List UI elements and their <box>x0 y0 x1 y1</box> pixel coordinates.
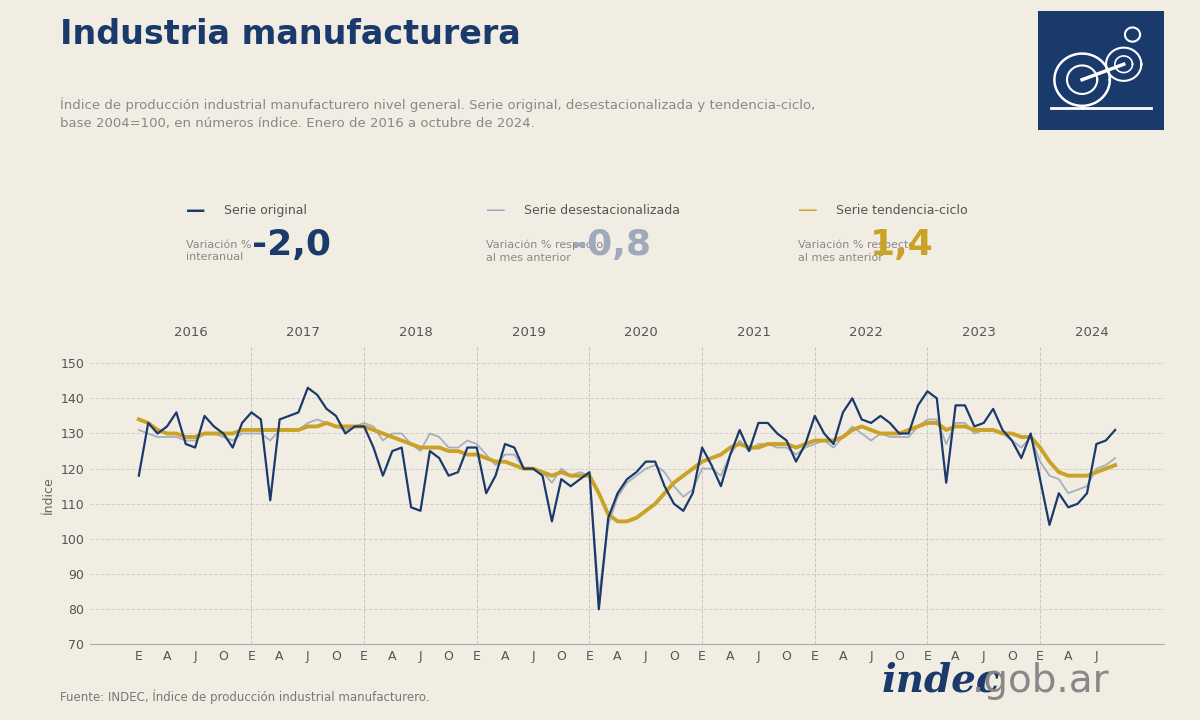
Text: Industria manufacturera: Industria manufacturera <box>60 18 521 51</box>
Text: —: — <box>486 201 505 220</box>
Text: Índice de producción industrial manufacturero nivel general. Serie original, des: Índice de producción industrial manufact… <box>60 97 815 130</box>
Text: Variación %
interanual: Variación % interanual <box>186 240 252 262</box>
Text: Serie desestacionalizada: Serie desestacionalizada <box>524 204 680 217</box>
Text: .gob.ar: .gob.ar <box>972 662 1110 700</box>
Text: 2020: 2020 <box>624 325 658 338</box>
Text: Fuente: INDEC, Índice de producción industrial manufacturero.: Fuente: INDEC, Índice de producción indu… <box>60 690 430 704</box>
Text: 2016: 2016 <box>174 325 208 338</box>
Text: Variación % respecto
al mes anterior: Variación % respecto al mes anterior <box>798 240 916 263</box>
Text: Serie original: Serie original <box>224 204 307 217</box>
Text: -2,0: -2,0 <box>252 228 331 262</box>
Text: 2021: 2021 <box>737 325 770 338</box>
Text: 2017: 2017 <box>286 325 320 338</box>
Text: indec: indec <box>882 662 1001 700</box>
Text: Variación % respecto
al mes anterior: Variación % respecto al mes anterior <box>486 240 604 263</box>
Text: 2023: 2023 <box>962 325 996 338</box>
Text: —: — <box>798 201 817 220</box>
Text: 1,4: 1,4 <box>870 228 934 262</box>
Text: —: — <box>186 201 205 220</box>
Text: 2024: 2024 <box>1075 325 1109 338</box>
Y-axis label: Índice: Índice <box>42 476 55 514</box>
Text: Serie tendencia-ciclo: Serie tendencia-ciclo <box>836 204 968 217</box>
Text: 2018: 2018 <box>398 325 433 338</box>
Text: 2022: 2022 <box>850 325 883 338</box>
Text: -0,8: -0,8 <box>572 228 652 262</box>
Text: 2019: 2019 <box>511 325 545 338</box>
FancyBboxPatch shape <box>1031 4 1171 137</box>
